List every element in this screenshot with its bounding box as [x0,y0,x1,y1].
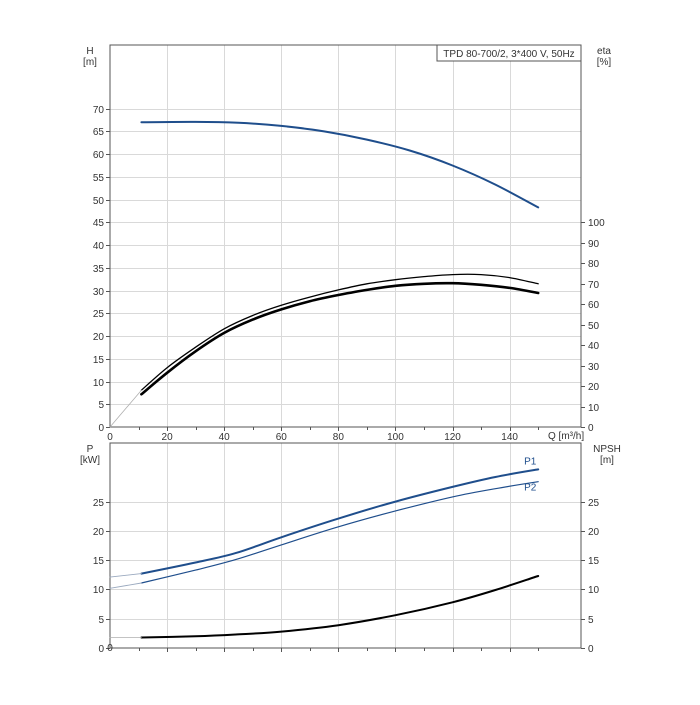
top-plot-frame [109,44,582,428]
top-curves [109,120,540,428]
top-y2-tick-label: 100 [588,218,605,229]
bottom-curves [109,468,540,639]
bottom-y2-tick-label: 15 [588,556,600,567]
bottom-panel: P [kW] NPSH [m] 0 5 10 15 20 25 0 5 10 15 20 25 0 P1… [80,442,621,655]
bottom-curve-p2 [140,481,539,584]
q-axis-label: Q [m³/h] [548,431,584,442]
top-y2-tick-label: 70 [588,280,600,291]
top-title-box: TPD 80-700/2, 3*400 V, 50Hz [436,44,582,62]
top-y2-tick-label: 80 [588,259,600,270]
bottom-y2-tick-label: 10 [588,585,600,596]
bottom-curve-3 [109,582,142,589]
top-curve-0 [140,120,540,209]
top-y-tick-label: 70 [93,105,105,116]
top-x-tick-label: 120 [444,432,461,443]
bottom-axis-ticks: 0 5 10 15 20 25 0 5 10 15 20 25 0 [93,498,600,655]
bottom-y2-tick-label: 25 [588,498,600,509]
top-y2-tick-label: 20 [588,382,600,393]
top-y-tick-label: 65 [93,127,105,138]
chart-title: TPD 80-700/2, 3*400 V, 50Hz [443,49,574,60]
series-label-p1: P1 [524,456,537,467]
top-curve-2 [140,281,540,396]
bottom-curve-p1 [140,468,540,575]
eta-axis-label: eta [597,46,611,57]
bottom-y-tick-label: 20 [93,527,105,538]
h-axis-unit: [m] [83,57,97,68]
top-x-tick-label: 0 [107,432,113,443]
bottom-gridlines [110,443,581,648]
eta-axis-unit: [%] [597,57,612,68]
title-box-border [436,44,582,62]
h-axis-label: H [86,46,93,57]
top-y-tick-label: 0 [98,423,104,434]
bottom-y-tick-label: 25 [93,498,105,509]
p-axis-unit: [kW] [80,455,100,466]
series-label-p2: P2 [524,483,537,494]
npsh-axis-unit: [m] [600,455,614,466]
top-y2-tick-label: 30 [588,362,600,373]
bottom-y2-tick-label: 0 [588,644,594,655]
top-curve-1 [140,273,539,391]
bottom-y2-tick-label: 5 [588,615,594,626]
bottom-y2-tick-label: 20 [588,527,600,538]
top-y-tick-label: 40 [93,241,105,252]
npsh-axis-label: NPSH [593,444,621,455]
top-gridlines [110,45,581,427]
top-y2-tick-label: 40 [588,341,600,352]
bottom-y-tick-label: 15 [93,556,105,567]
top-x-tick-label: 60 [276,432,288,443]
top-y-tick-label: 20 [93,332,105,343]
top-y-tick-label: 15 [93,355,105,366]
top-y-tick-label: 10 [93,378,105,389]
top-y-tick-label: 45 [93,218,105,229]
top-y-tick-label: 25 [93,309,105,320]
bottom-curve-2 [109,573,142,578]
top-panel: TPD 80-700/2, 3*400 V, 50Hz H [m] eta [%… [83,44,612,443]
top-y-tick-label: 35 [93,264,105,275]
bottom-curve-4 [140,575,540,639]
top-y-tick-label: 60 [93,150,105,161]
top-x-tick-label: 20 [162,432,174,443]
bottom-x-tick-label: 0 [107,643,113,654]
top-y2-tick-label: 0 [588,423,594,434]
top-axis-ticks: 0 20 40 60 80 100 120 1400510152025303540455055… [93,105,605,443]
top-y2-tick-label: 90 [588,239,600,250]
top-y2-tick-label: 50 [588,321,600,332]
top-x-tick-label: 100 [387,432,404,443]
top-x-tick-label: 140 [501,432,518,443]
top-y-tick-label: 30 [93,287,105,298]
bottom-y-tick-label: 10 [93,585,105,596]
bottom-plot-frame [109,442,582,649]
top-y-tick-label: 5 [98,400,104,411]
bottom-y-tick-label: 0 [98,644,104,655]
top-x-tick-label: 80 [333,432,345,443]
top-y-tick-label: 55 [93,173,105,184]
bottom-series-labels: P1 P2 [524,456,537,493]
top-y2-tick-label: 60 [588,300,600,311]
p-axis-label: P [87,444,94,455]
bottom-y-tick-label: 5 [98,615,104,626]
top-y-tick-label: 50 [93,196,105,207]
top-x-tick-label: 40 [219,432,231,443]
top-y2-tick-label: 10 [588,403,600,414]
top-curve-3 [109,389,142,428]
